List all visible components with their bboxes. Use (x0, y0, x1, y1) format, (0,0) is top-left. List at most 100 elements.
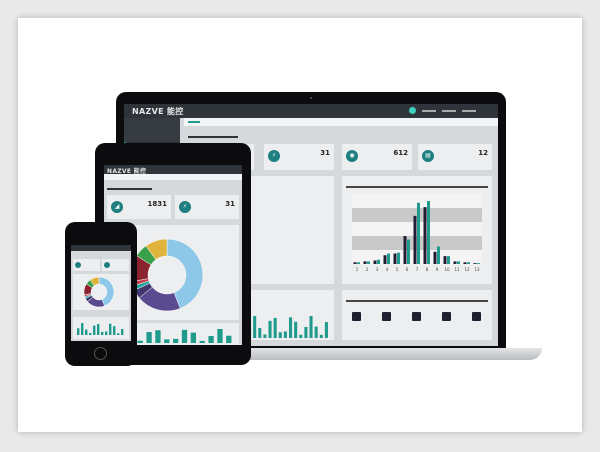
trend-bar (101, 331, 104, 335)
donut-slice (89, 276, 100, 286)
phone-screen (71, 245, 131, 341)
status-icon (409, 107, 416, 114)
bar (413, 215, 417, 264)
tab-bar (104, 174, 242, 180)
chart-icon: ◢ (111, 201, 123, 213)
trend-bar (299, 334, 303, 338)
tick-label: 3 (376, 267, 379, 272)
trend-bar (283, 331, 287, 338)
trend-bars (77, 323, 124, 335)
trend-bar (146, 332, 152, 343)
stat-value: 1831 (147, 200, 167, 208)
bar (437, 246, 440, 264)
bar (403, 236, 407, 264)
brand-logo: NAZVE 能控 (132, 107, 184, 116)
stat-card: ◉ 612 (342, 144, 412, 170)
bar (457, 261, 460, 264)
bar (383, 255, 387, 264)
stat-card (102, 259, 129, 271)
entry-icon[interactable] (382, 312, 391, 321)
lightning-icon: ⚡ (179, 201, 191, 213)
trend-bar (208, 335, 214, 343)
tick-label: 9 (436, 267, 439, 272)
bar (417, 202, 420, 264)
trend-bar (97, 324, 100, 335)
trend-bar (121, 328, 124, 335)
entry-icon[interactable] (442, 312, 451, 321)
tick-label: 12 (464, 267, 470, 272)
trend-bar (309, 316, 313, 338)
trend-bar (164, 339, 170, 343)
donut-panel (244, 176, 334, 284)
top-nav (124, 104, 498, 118)
trend-bar (319, 334, 323, 338)
stat-card: ▤ 12 (418, 144, 492, 170)
trend-bar (93, 325, 96, 335)
nav-link[interactable] (422, 110, 436, 112)
stat-value: 612 (393, 149, 408, 157)
tick-label: 13 (474, 267, 480, 272)
trend-bar (181, 329, 188, 343)
entry-icon[interactable] (472, 312, 481, 321)
bar (473, 263, 477, 264)
trend-bars (248, 316, 328, 338)
trend-bar (77, 328, 80, 335)
tick-label: 6 (406, 267, 409, 272)
bar (423, 207, 427, 264)
tick-label: 11 (454, 267, 460, 272)
bar (387, 253, 390, 264)
bar-chart: 1 2 3 4 5 6 7 8 9 10 11 12 13 (352, 194, 482, 272)
nav-link[interactable] (442, 110, 456, 112)
brand-logo: NAZVE 能控 (107, 168, 147, 175)
page-title (188, 136, 238, 138)
entry-icon[interactable] (412, 312, 421, 321)
bar (443, 256, 447, 264)
trend-bar (117, 333, 120, 335)
stat-icon (75, 262, 81, 268)
bar (407, 239, 410, 264)
bar (373, 260, 377, 264)
trend-bar (217, 329, 223, 343)
bar (463, 262, 467, 264)
entry-icon[interactable] (352, 312, 361, 321)
page-title (107, 188, 152, 190)
trend-panel (73, 317, 129, 339)
breadcrumb (184, 118, 498, 126)
donut-chart (83, 276, 115, 308)
stat-card: ⚡ 31 (264, 144, 334, 170)
trend-bar (199, 340, 205, 343)
trend-panel (244, 290, 334, 340)
gauge-icon: ◉ (346, 150, 358, 162)
trend-bar (113, 326, 116, 335)
trend-bar (137, 340, 143, 343)
trend-bar (263, 334, 267, 338)
trend-bar (155, 330, 161, 343)
bar (367, 261, 370, 264)
bar (467, 262, 470, 264)
quick-entry-panel (342, 290, 492, 340)
trend-bar (304, 326, 308, 338)
donut-panel (73, 274, 129, 310)
trend-bar (105, 331, 108, 335)
trend-bar (226, 335, 232, 343)
tick-label: 1 (356, 267, 359, 272)
bar (477, 263, 480, 264)
top-nav (71, 245, 131, 251)
tick-label: 7 (416, 267, 419, 272)
nav-link[interactable] (462, 110, 476, 112)
lightning-icon: ⚡ (268, 150, 280, 162)
trend-bar (81, 323, 84, 335)
stat-value: 31 (320, 149, 330, 157)
bar (353, 262, 357, 264)
trend-bar (273, 317, 277, 338)
bar (453, 261, 457, 264)
home-button[interactable] (94, 347, 107, 360)
donut-slice (145, 238, 168, 260)
tick-label: 5 (396, 267, 399, 272)
trend-bar (253, 316, 257, 338)
breadcrumb-item[interactable] (188, 121, 200, 123)
donut-slice (166, 238, 204, 309)
bar (427, 201, 430, 264)
stat-card: ◢ 1831 (107, 195, 171, 219)
stat-icon (104, 262, 110, 268)
